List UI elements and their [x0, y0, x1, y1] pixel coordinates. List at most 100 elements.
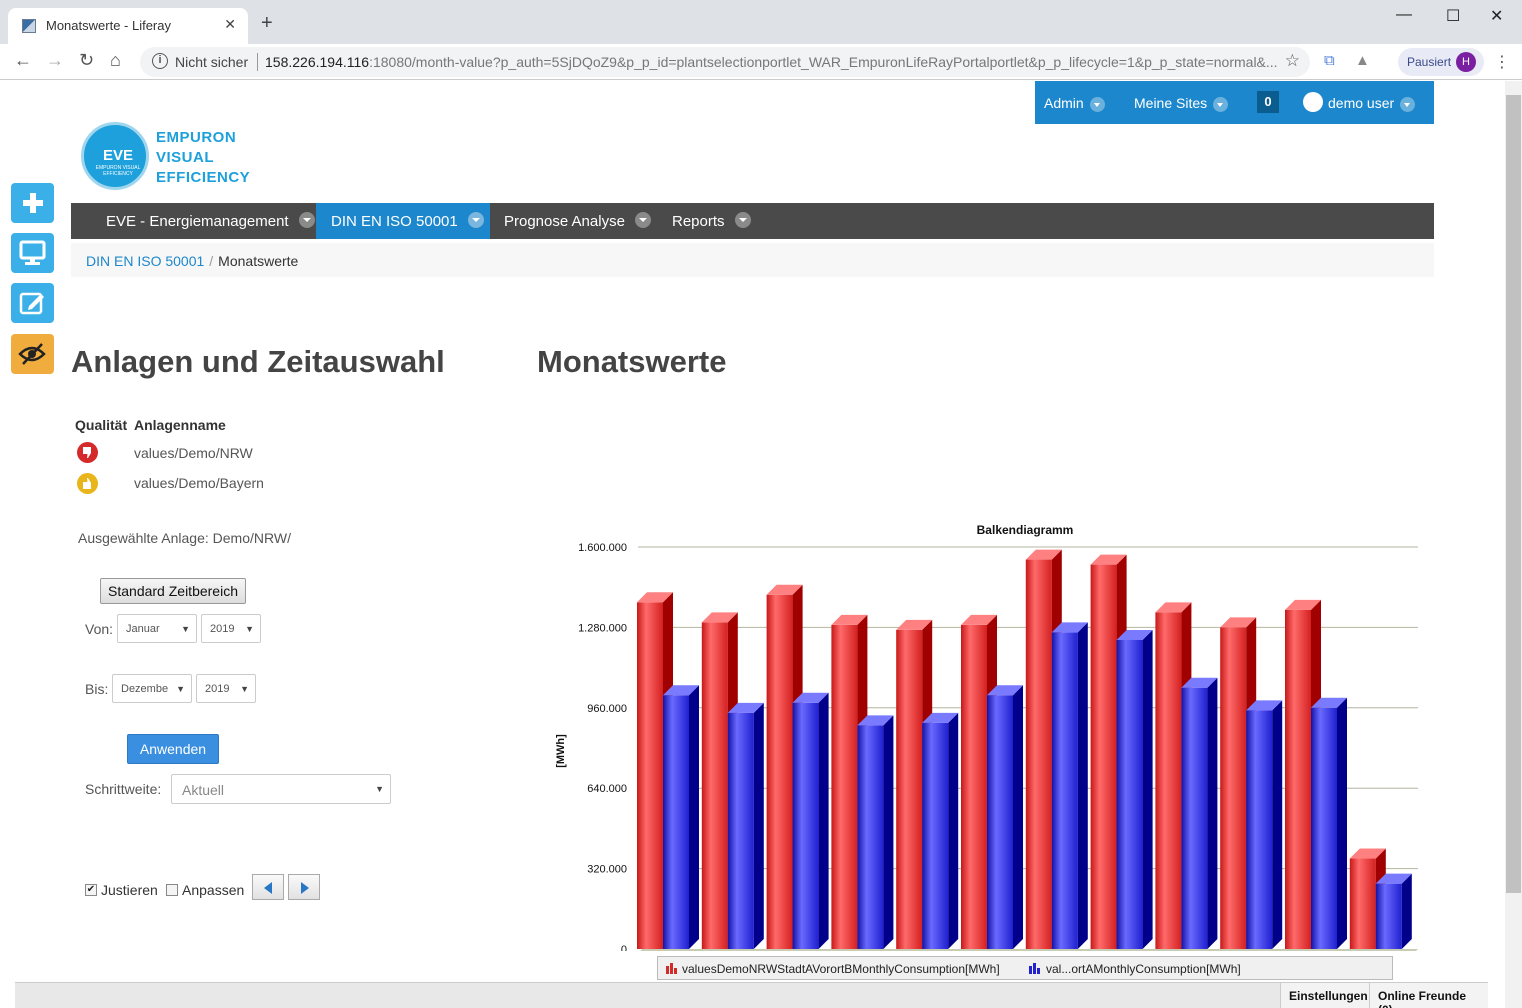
minimize-icon[interactable]: — [1396, 6, 1412, 23]
bar-series2 [792, 702, 819, 949]
selected-plant-text: Ausgewählte Anlage: Demo/NRW/ [78, 530, 291, 546]
bar-side [1142, 629, 1153, 949]
profile-button[interactable]: Pausiert H [1398, 48, 1484, 76]
page-content: Admin Meine Sites 0 demo user EVE EMPURO… [0, 81, 1505, 981]
admin-menu[interactable]: Admin [1044, 95, 1105, 112]
preview-button[interactable] [11, 233, 54, 273]
home-icon[interactable]: ⌂ [110, 50, 121, 70]
y-tick-label: 0 [621, 944, 627, 951]
step-select[interactable]: Aktuell ▼ [171, 774, 391, 804]
bar-top [896, 619, 933, 630]
translate-extension-icon[interactable]: ⧉ [1324, 52, 1335, 69]
info-icon[interactable]: i [152, 53, 168, 69]
add-button[interactable] [11, 183, 54, 223]
bar-side [883, 715, 894, 949]
my-sites-menu[interactable]: Meine Sites [1134, 95, 1229, 112]
drive-extension-icon[interactable]: ▲ [1355, 52, 1370, 69]
settings-button[interactable]: Einstellungen [1280, 983, 1376, 1008]
bar-top [831, 614, 868, 625]
nav-prognose-analyse[interactable]: Prognose Analyse [490, 203, 658, 239]
new-tab-icon[interactable]: + [261, 12, 273, 34]
profile-avatar: H [1456, 52, 1476, 72]
page-scrollbar[interactable] [1505, 81, 1522, 1008]
toggle-controls-button[interactable] [11, 334, 54, 374]
bar-series2 [1375, 883, 1402, 949]
chevron-down-icon[interactable] [734, 212, 751, 228]
bar-series1 [1349, 858, 1376, 949]
bar-top [766, 584, 803, 595]
back-icon[interactable]: ← [14, 50, 32, 70]
to-month-select[interactable]: Dezembe ▼ [112, 674, 192, 703]
bar-series1 [701, 622, 728, 949]
browser-tab[interactable]: Monatswerte - Liferay ✕ [8, 8, 248, 44]
next-button[interactable] [288, 874, 320, 900]
close-tab-icon[interactable]: ✕ [224, 16, 236, 32]
plant-selection-heading: Anlagen und Zeitauswahl [71, 344, 445, 379]
from-year-value: 2019 [210, 623, 235, 635]
chevron-down-icon [1089, 96, 1105, 112]
bar-series2 [1181, 687, 1208, 949]
reload-icon[interactable]: ↻ [79, 50, 95, 70]
bookmark-star-icon[interactable]: ☆ [1284, 51, 1300, 70]
forward-icon[interactable]: → [46, 50, 64, 70]
dockbar: Admin Meine Sites 0 demo user [1035, 81, 1434, 124]
bar-side [1272, 700, 1283, 949]
online-friends-button[interactable]: Online Freunde (0) [1369, 983, 1488, 1008]
to-year-select[interactable]: 2019 ▼ [196, 674, 256, 703]
scrollbar-thumb[interactable] [1506, 95, 1521, 893]
bar-series2 [727, 712, 754, 949]
maximize-icon[interactable]: ☐ [1446, 8, 1461, 25]
bar-top [1311, 697, 1347, 708]
plant-item-bayern[interactable]: values/Demo/Bayern [134, 475, 264, 491]
nav-din-en-iso-50001[interactable]: DIN EN ISO 50001 [316, 203, 490, 239]
logo-line-1: EMPURON [156, 129, 237, 146]
chevron-down-icon [1400, 96, 1416, 112]
bar-side [1401, 873, 1412, 949]
bar-series2 [1311, 707, 1337, 949]
edit-button[interactable] [11, 283, 54, 323]
url-text[interactable]: 158.226.194.116:18080/month-value?p_auth… [265, 54, 1278, 70]
logo-wordmark: EMPURON VISUAL EFFICIENCY [156, 128, 250, 188]
nav-reports[interactable]: Reports [658, 203, 768, 239]
y-tick-label: 320.000 [587, 864, 627, 876]
bar-side [818, 692, 829, 949]
notification-count[interactable]: 0 [1257, 91, 1279, 113]
bar-series1 [896, 629, 923, 949]
breadcrumb-parent-link[interactable]: DIN EN ISO 50001 [86, 253, 205, 269]
eye-slash-icon [18, 343, 46, 365]
previous-button[interactable] [252, 874, 284, 900]
red-series-legend-icon [665, 962, 677, 974]
bar-top [1025, 549, 1062, 560]
tab-title: Monatswerte - Liferay [46, 18, 171, 33]
logo-line-2: VISUAL [156, 149, 215, 166]
close-window-icon[interactable]: ✕ [1490, 8, 1504, 25]
step-label: Schrittweite: [85, 781, 162, 797]
standard-timerange-button[interactable]: Standard Zeitbereich [100, 578, 246, 604]
justify-checkbox[interactable]: ✔ [85, 884, 97, 896]
dropdown-arrow-icon: ▼ [375, 784, 384, 794]
address-bar[interactable]: i Nicht sicher 158.226.194.116:18080/mon… [140, 47, 1310, 77]
user-menu[interactable]: demo user [1328, 95, 1416, 112]
bar-top [663, 685, 699, 696]
nav-energiemanagement[interactable]: EVE - Energiemanagement [71, 203, 316, 239]
breadcrumb-current: Monatswerte [218, 253, 299, 269]
fit-checkbox[interactable] [166, 884, 178, 896]
bar-side [753, 702, 764, 949]
bar-series2 [1246, 710, 1273, 949]
chevron-down-icon[interactable] [298, 212, 315, 228]
bar-series1 [961, 624, 987, 949]
from-month-select[interactable]: Januar ▼ [117, 614, 197, 643]
blue-series-legend-icon [1028, 962, 1040, 974]
plant-item-nrw[interactable]: values/Demo/NRW [134, 445, 253, 461]
apply-button[interactable]: Anwenden [127, 734, 219, 764]
dropdown-arrow-icon: ▼ [176, 684, 185, 694]
from-year-select[interactable]: 2019 ▼ [201, 614, 261, 643]
plant-name-column-header: Anlagenname [134, 417, 226, 433]
menu-icon[interactable]: ⋮ [1494, 54, 1510, 71]
plus-icon [23, 193, 43, 213]
chevron-down-icon[interactable] [634, 212, 651, 228]
nav-label: Prognose Analyse [504, 213, 625, 230]
y-axis-label: [MWh] [555, 734, 567, 768]
chevron-down-icon[interactable] [467, 212, 484, 228]
month-values-heading: Monatswerte [537, 344, 727, 379]
